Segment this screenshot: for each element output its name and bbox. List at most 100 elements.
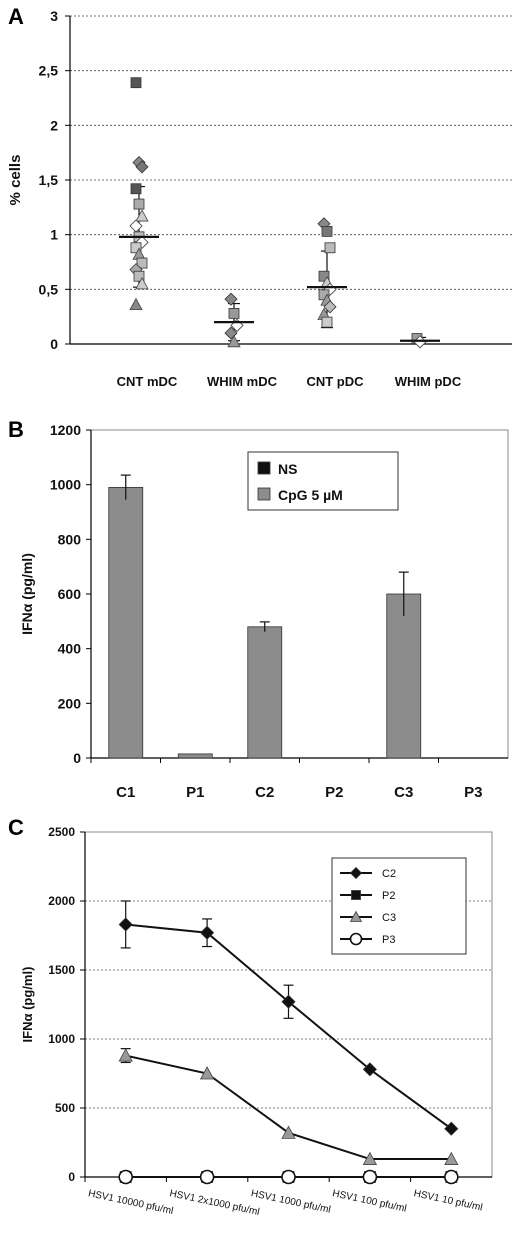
panel-c-point-P3 — [362, 1169, 378, 1185]
panel-c-y-tick-label: 500 — [55, 1101, 75, 1115]
panel-b-bar-1 — [108, 486, 144, 759]
panel-a-data-point — [224, 292, 238, 306]
panel-a-x-tick-label: CNT mDC — [117, 374, 178, 389]
panel-b-y-tick-label: 600 — [58, 586, 82, 602]
panel-b-bar-1 — [247, 626, 283, 759]
panel-b-chart: B 0 200 400 600 800 1000 1200 IFNα (pg/ml) C1 P1 C… — [8, 417, 509, 801]
panel-c-point-C3 — [362, 1151, 378, 1165]
panel-a-y-tick-label: 0,5 — [39, 281, 59, 297]
panel-c-point-P3 — [281, 1169, 296, 1185]
panel-c-point-C3 — [199, 1066, 215, 1080]
panel-a-y-tick-label: 1,5 — [39, 172, 59, 188]
panel-c-y-tick-label: 1000 — [48, 1032, 75, 1046]
panel-b-x-tick-label: C3 — [394, 784, 413, 801]
panel-c-x-tick-label: HSV1 1000 pfu/ml — [250, 1188, 332, 1216]
panel-a-y-tick-label: 2 — [50, 117, 58, 133]
panel-c-legend-marker — [349, 932, 363, 946]
panel-c-x-tick-label: HSV1 2x1000 pfu/ml — [168, 1188, 260, 1218]
panel-c-y-tick-label: 1500 — [48, 963, 75, 977]
panel-a-x-tick-label: WHIM pDC — [395, 374, 462, 389]
panel-a-x-tick-label: WHIM mDC — [207, 374, 278, 389]
panel-a-y-axis-label: % cells — [7, 155, 24, 206]
panel-a-letter: A — [8, 4, 24, 29]
panel-a-data-point — [321, 225, 333, 237]
panel-b-y-tick-label: 800 — [58, 531, 82, 547]
panel-c-point-C2 — [118, 917, 133, 932]
panel-b-legend-label: NS — [278, 461, 297, 477]
panel-a-x-tick-label: CNT pDC — [306, 374, 364, 389]
panel-c-x-tick-label: HSV1 10000 pfu/ml — [87, 1188, 174, 1217]
panel-a-data-point — [130, 77, 142, 89]
panel-b-y-tick-label: 1000 — [50, 477, 81, 493]
panel-c-point-P3 — [199, 1169, 215, 1185]
panel-c-point-C3 — [281, 1125, 296, 1139]
panel-a-data-point — [133, 270, 145, 282]
panel-c-y-tick-label: 2500 — [48, 825, 75, 839]
panel-c-legend-marker — [349, 866, 363, 880]
panel-a-data-point — [321, 316, 333, 328]
panel-c-series-line-C2 — [125, 923, 452, 1130]
panel-c-legend-marker — [349, 910, 363, 922]
panel-c-x-tick-label: HSV1 10 pfu/ml — [413, 1188, 484, 1213]
panel-c-legend-label: C3 — [382, 912, 396, 924]
panel-b-y-tick-label: 0 — [73, 750, 81, 766]
panel-a-data-point — [135, 277, 149, 290]
panel-b-letter: B — [8, 417, 24, 442]
panel-c-y-tick-label: 0 — [68, 1170, 75, 1184]
panel-c-legend: C2 P2 C3 P3 — [331, 857, 467, 955]
panel-a-data-point — [323, 300, 337, 314]
panel-a-data-point — [130, 183, 142, 195]
panel-b-legend-label: CpG 5 µM — [278, 487, 343, 503]
panel-c-point-C3 — [118, 1048, 133, 1062]
panel-c-point-C2 — [281, 994, 296, 1009]
panel-a-y-tick-label: 0 — [50, 336, 58, 352]
panel-c-legend-marker — [351, 890, 361, 900]
panel-b-x-tick-label: C1 — [116, 784, 135, 801]
panel-a-chart: A 0 0,5 1 1,5 2 2,5 3 % cells CNT mDC WHIM mDC CNT… — [7, 4, 512, 389]
panel-b-x-tick-label: P1 — [186, 784, 204, 801]
panel-b-legend-swatch — [257, 487, 271, 501]
panel-c-point-C2 — [200, 925, 215, 940]
panel-b-legend-box — [247, 451, 399, 511]
panel-a-data-point — [130, 242, 142, 254]
panel-c-y-tick-label: 2000 — [48, 894, 75, 908]
panel-a-data-point — [318, 270, 330, 282]
panel-a-y-tick-label: 2,5 — [39, 63, 59, 79]
panel-a-data-point — [228, 307, 240, 319]
panel-b-x-tick-label: C2 — [255, 784, 274, 801]
panel-b-x-tick-label: P3 — [464, 784, 482, 801]
panel-c-series-line-C3 — [125, 1054, 452, 1161]
panel-c-point-C2 — [444, 1121, 459, 1136]
panel-c-chart: C 0 500 1000 1500 2000 2500 IFNα (pg/ml) HSV1 1… — [8, 815, 493, 1218]
panel-b-y-tick-label: 200 — [58, 695, 82, 711]
panel-b-y-tick-label: 400 — [58, 641, 82, 657]
panel-a-data-point — [133, 198, 145, 210]
panel-a-data-point — [129, 297, 143, 311]
panel-c-point-C3 — [444, 1151, 459, 1165]
panel-c-point-P3 — [118, 1169, 133, 1185]
panel-a-data-point — [227, 334, 241, 348]
panel-a-data-point — [324, 242, 336, 254]
panel-a-data-point — [136, 257, 148, 269]
panel-b-bar-1 — [177, 753, 213, 759]
panel-c-point-C2 — [362, 1062, 377, 1077]
panel-a-data-point — [135, 209, 149, 222]
panel-c-letter: C — [8, 815, 24, 840]
panel-c-legend-label: P2 — [382, 890, 395, 902]
panel-c-point-P3 — [443, 1169, 459, 1185]
panel-b-y-axis-label: IFNα (pg/ml) — [19, 553, 35, 635]
panel-a-y-tick-label: 3 — [50, 8, 58, 24]
panel-c-legend-label: P3 — [382, 934, 395, 946]
panel-b-y-tick-label: 1200 — [50, 422, 81, 438]
panel-b-bar-1 — [386, 593, 422, 759]
panel-a-y-tick-label: 1 — [50, 227, 58, 243]
panel-a-data-point — [135, 160, 149, 174]
panel-c-y-axis-label: IFNα (pg/ml) — [20, 967, 35, 1043]
panel-b-legend: NS CpG 5 µM — [247, 451, 399, 511]
panel-c-x-tick-label: HSV1 100 pfu/ml — [331, 1188, 407, 1214]
panel-c-legend-label: C2 — [382, 868, 396, 880]
panel-b-legend-swatch — [257, 461, 271, 475]
panel-a-data-point — [129, 219, 143, 233]
panel-b-x-tick-label: P2 — [325, 784, 343, 801]
